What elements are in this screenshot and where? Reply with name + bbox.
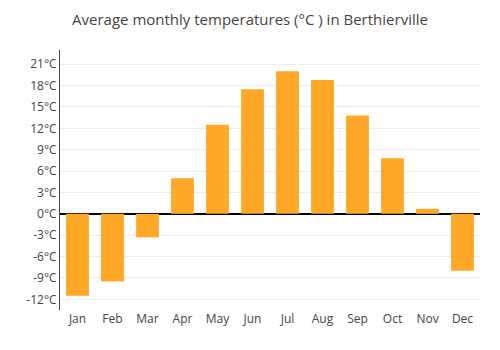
svg-text:15°C: 15°C bbox=[30, 98, 57, 115]
svg-text:Jan: Jan bbox=[68, 310, 86, 327]
svg-text:-9°C: -9°C bbox=[33, 269, 57, 286]
svg-text:0°C: 0°C bbox=[37, 205, 57, 222]
svg-text:Jun: Jun bbox=[243, 310, 262, 327]
svg-text:Mar: Mar bbox=[136, 310, 158, 327]
svg-text:18°C: 18°C bbox=[30, 77, 57, 94]
svg-text:-12°C: -12°C bbox=[26, 291, 57, 308]
svg-text:May: May bbox=[206, 310, 230, 327]
svg-text:Feb: Feb bbox=[102, 310, 122, 327]
svg-text:Aug: Aug bbox=[312, 310, 334, 327]
svg-text:Dec: Dec bbox=[452, 310, 473, 327]
svg-text:Apr: Apr bbox=[173, 310, 193, 327]
svg-text:12°C: 12°C bbox=[30, 120, 57, 137]
svg-text:Oct: Oct bbox=[383, 310, 402, 327]
svg-text:6°C: 6°C bbox=[37, 162, 57, 179]
svg-text:Average monthly temperatures (: Average monthly temperatures (°C ) in Be… bbox=[72, 9, 428, 29]
svg-text:Nov: Nov bbox=[416, 310, 438, 327]
svg-text:-3°C: -3°C bbox=[33, 226, 57, 243]
svg-text:3°C: 3°C bbox=[37, 184, 57, 201]
svg-text:-6°C: -6°C bbox=[33, 248, 57, 265]
svg-text:9°C: 9°C bbox=[37, 141, 57, 158]
svg-text:Jul: Jul bbox=[280, 310, 295, 327]
svg-text:Sep: Sep bbox=[347, 310, 368, 327]
svg-text:21°C: 21°C bbox=[30, 55, 57, 72]
